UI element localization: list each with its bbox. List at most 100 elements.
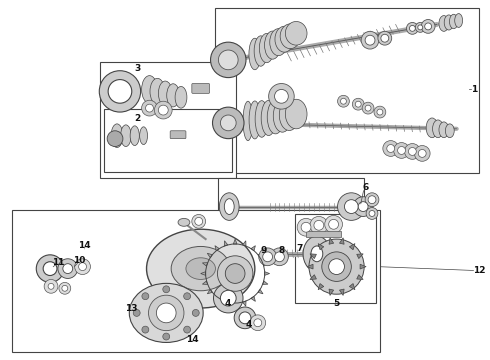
Circle shape <box>43 262 57 275</box>
Ellipse shape <box>186 258 216 279</box>
Circle shape <box>415 145 430 161</box>
Circle shape <box>407 22 418 34</box>
Circle shape <box>352 98 364 110</box>
Circle shape <box>133 310 140 316</box>
Circle shape <box>338 193 365 220</box>
Bar <box>219 178 364 233</box>
Circle shape <box>369 211 375 216</box>
Circle shape <box>361 31 379 49</box>
FancyBboxPatch shape <box>192 84 210 93</box>
Circle shape <box>301 222 311 232</box>
Circle shape <box>393 143 410 158</box>
Circle shape <box>250 315 266 330</box>
Polygon shape <box>251 246 255 251</box>
Circle shape <box>214 283 243 313</box>
Ellipse shape <box>439 122 449 138</box>
Ellipse shape <box>445 124 454 138</box>
Polygon shape <box>263 263 268 266</box>
Text: 10: 10 <box>74 256 86 265</box>
Circle shape <box>108 80 132 103</box>
Circle shape <box>146 104 153 112</box>
Ellipse shape <box>259 33 274 63</box>
Text: 3: 3 <box>135 64 141 73</box>
Polygon shape <box>233 303 237 308</box>
Ellipse shape <box>243 101 253 141</box>
Text: 4: 4 <box>224 298 230 307</box>
Text: 6: 6 <box>363 183 369 192</box>
Circle shape <box>192 215 206 228</box>
Circle shape <box>270 248 288 266</box>
Circle shape <box>269 84 294 109</box>
Polygon shape <box>265 272 270 275</box>
Ellipse shape <box>171 247 230 291</box>
Text: 1: 1 <box>471 85 478 94</box>
Ellipse shape <box>444 15 453 30</box>
Circle shape <box>314 220 324 230</box>
Circle shape <box>44 279 58 293</box>
Circle shape <box>297 219 315 236</box>
Circle shape <box>365 193 379 207</box>
Circle shape <box>213 107 244 139</box>
Circle shape <box>383 141 398 156</box>
Circle shape <box>322 252 351 282</box>
Circle shape <box>220 115 236 131</box>
Ellipse shape <box>267 100 284 134</box>
Ellipse shape <box>224 199 234 215</box>
Circle shape <box>107 131 123 147</box>
Ellipse shape <box>147 229 255 308</box>
Circle shape <box>220 290 236 306</box>
Text: 4: 4 <box>246 320 252 329</box>
Text: 2: 2 <box>135 114 141 123</box>
Polygon shape <box>258 253 263 258</box>
Polygon shape <box>329 289 334 296</box>
Polygon shape <box>207 289 212 294</box>
Circle shape <box>263 252 272 262</box>
Circle shape <box>310 216 328 234</box>
Ellipse shape <box>121 125 131 147</box>
Circle shape <box>410 26 416 31</box>
Circle shape <box>78 263 86 271</box>
Ellipse shape <box>449 14 458 29</box>
Circle shape <box>218 256 253 291</box>
Polygon shape <box>357 254 363 258</box>
Ellipse shape <box>167 84 179 107</box>
Circle shape <box>365 35 375 45</box>
Circle shape <box>416 22 425 32</box>
Circle shape <box>184 326 191 333</box>
Ellipse shape <box>130 126 139 145</box>
Circle shape <box>48 283 54 289</box>
Ellipse shape <box>175 86 187 108</box>
Circle shape <box>366 208 378 219</box>
Ellipse shape <box>249 101 261 139</box>
Circle shape <box>365 105 371 111</box>
Circle shape <box>329 219 339 229</box>
Ellipse shape <box>150 78 165 104</box>
Ellipse shape <box>273 100 292 132</box>
Circle shape <box>329 259 344 275</box>
Ellipse shape <box>178 219 190 226</box>
Circle shape <box>274 89 288 103</box>
Polygon shape <box>340 289 344 296</box>
Circle shape <box>418 149 426 157</box>
Circle shape <box>99 71 141 112</box>
Circle shape <box>36 255 64 282</box>
Ellipse shape <box>249 38 261 70</box>
Ellipse shape <box>142 76 157 103</box>
Text: 12: 12 <box>473 266 486 275</box>
Polygon shape <box>201 272 206 275</box>
Ellipse shape <box>158 81 172 106</box>
Polygon shape <box>340 238 344 244</box>
Ellipse shape <box>426 118 438 138</box>
Circle shape <box>358 202 368 212</box>
Circle shape <box>421 19 435 33</box>
Circle shape <box>239 312 251 324</box>
Polygon shape <box>224 241 228 246</box>
Circle shape <box>405 144 420 159</box>
Circle shape <box>225 264 245 283</box>
Circle shape <box>341 98 346 104</box>
Circle shape <box>338 95 349 107</box>
Polygon shape <box>318 284 324 290</box>
Circle shape <box>211 42 246 78</box>
Ellipse shape <box>261 100 276 136</box>
Circle shape <box>309 239 364 294</box>
